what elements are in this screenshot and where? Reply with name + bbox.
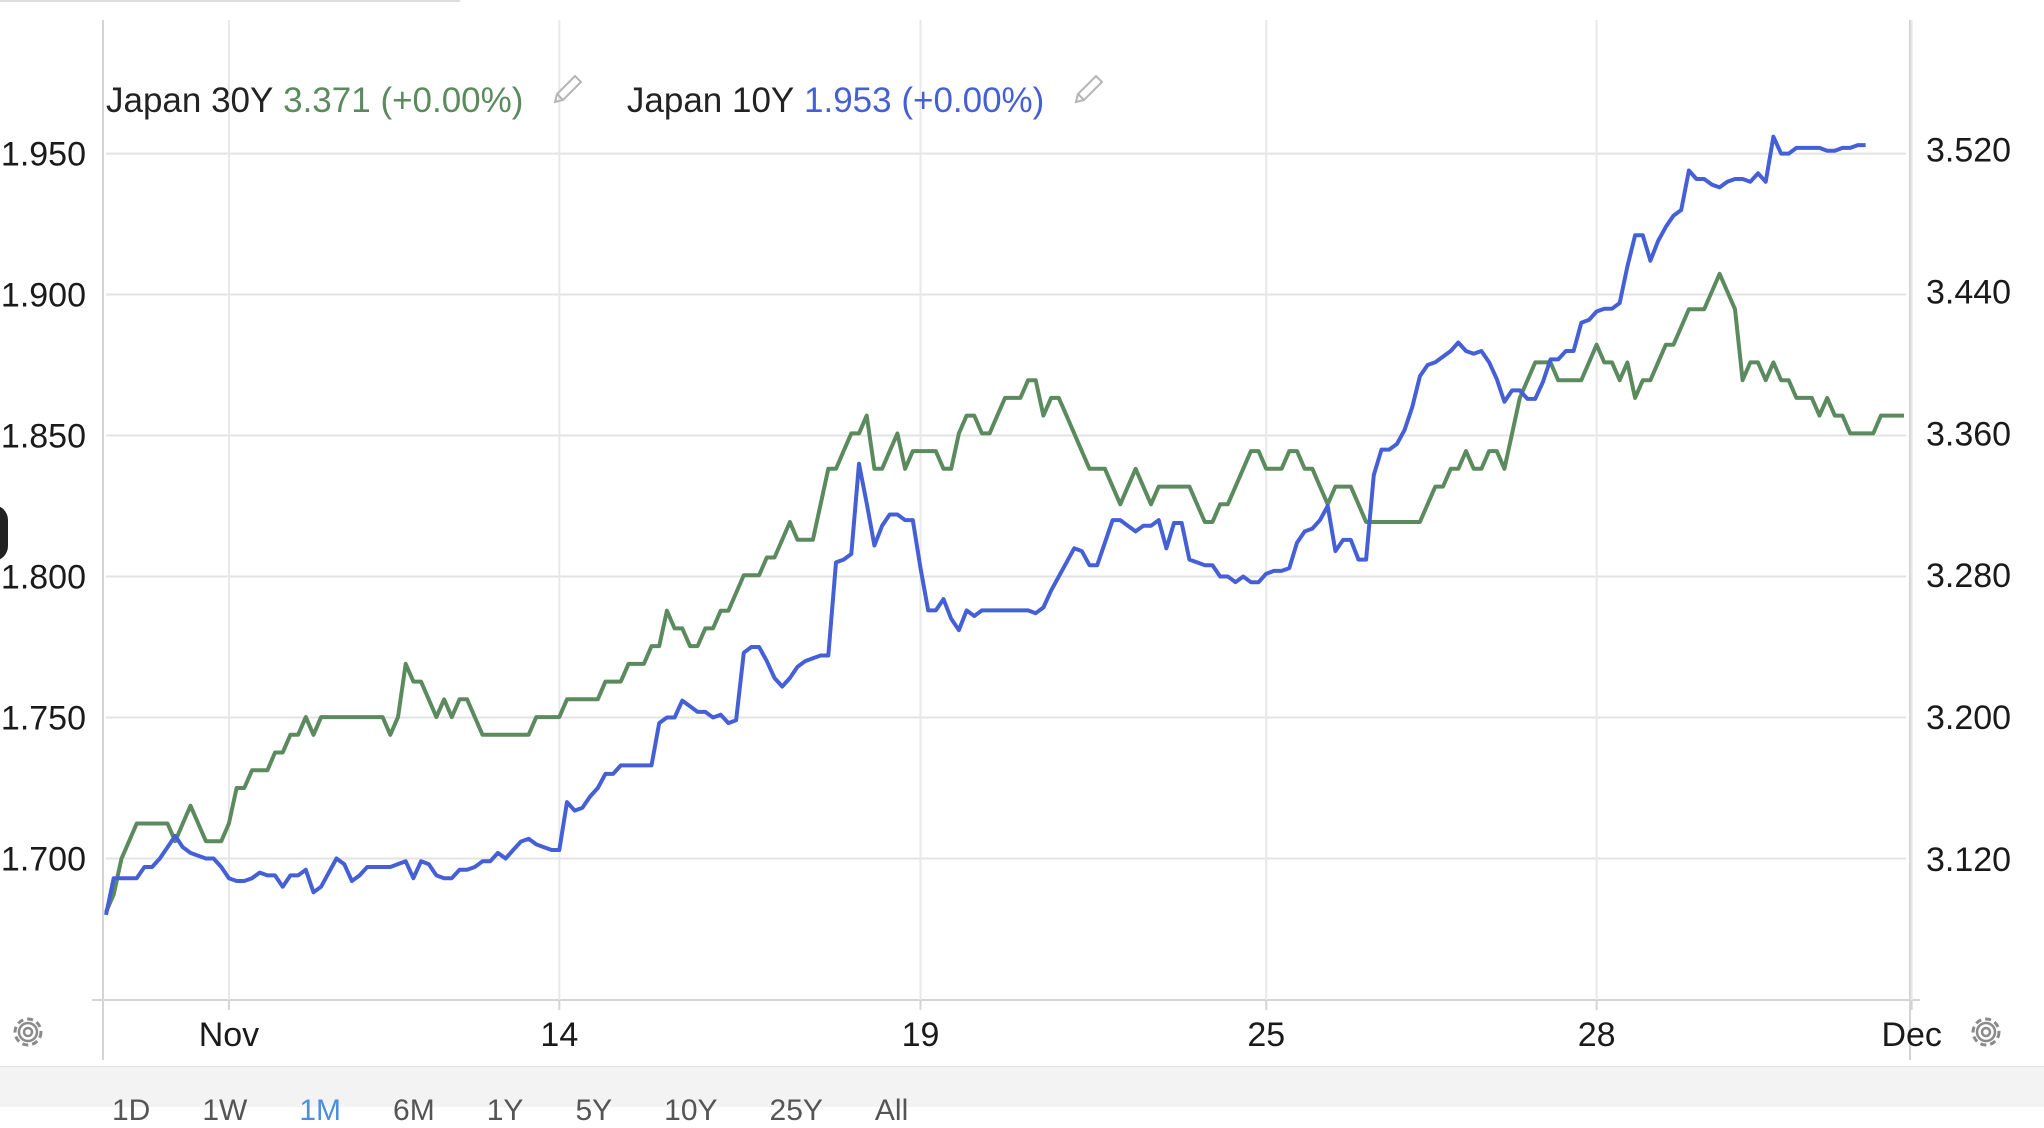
left-tick-label: 1.950 <box>1 136 86 174</box>
left-tick-label: 1.900 <box>1 277 86 315</box>
range-button-1w[interactable]: 1W <box>202 1094 248 1127</box>
gear-icon[interactable] <box>6 1010 50 1054</box>
x-axis-labels: Nov14192528Dec8 <box>199 1016 1942 1054</box>
grid <box>92 20 1920 1060</box>
x-tick-label: Nov <box>199 1016 259 1054</box>
right-tick-label: 3.440 <box>1926 274 2011 312</box>
range-toolbar <box>0 1066 2044 1107</box>
range-button-1d[interactable]: 1D <box>112 1094 151 1127</box>
x-tick-label: Dec <box>1881 1016 1941 1054</box>
x-tick-label: 25 <box>1247 1016 1285 1054</box>
range-button-25y[interactable]: 25Y <box>769 1094 823 1127</box>
range-button-1y[interactable]: 1Y <box>486 1094 524 1127</box>
x-tick-label: 14 <box>540 1016 578 1054</box>
edit-pencil-icon[interactable] <box>547 70 587 110</box>
edit-pencil-icon[interactable] <box>1068 70 1108 110</box>
range-button-1m[interactable]: 1M <box>299 1094 342 1127</box>
right-tick-label: 3.200 <box>1926 699 2011 737</box>
x-tick-label: 19 <box>902 1016 940 1054</box>
range-button-5y[interactable]: 5Y <box>575 1094 613 1127</box>
legend-change-10y: (+0.00%) <box>901 80 1045 120</box>
top-divider <box>0 0 460 2</box>
left-tick-label: 1.700 <box>1 840 86 878</box>
right-tick-label: 3.120 <box>1926 841 2011 879</box>
range-button-6m[interactable]: 6M <box>393 1094 435 1127</box>
series-line-japan-10y <box>104 134 1866 916</box>
range-button-10y[interactable]: 10Y <box>664 1094 718 1127</box>
legend-name-30y: Japan 30Y <box>106 80 274 120</box>
gear-icon[interactable] <box>1964 1010 2008 1054</box>
range-buttons: 1D 1W 1M 6M 1Y 5Y 10Y 25Y All <box>112 1094 960 1128</box>
right-axis-labels: 3.120 3.200 3.280 3.360 3.440 3.520 <box>1926 132 2011 879</box>
x-tick-label: 28 <box>1578 1016 1616 1054</box>
legend-change-30y: (+0.00%) <box>380 80 524 120</box>
series-lines <box>104 134 1904 916</box>
range-button-all[interactable]: All <box>874 1094 909 1127</box>
legend: Japan 30Y 3.371 (+0.00%) Japan 10Y 1.953… <box>106 70 1138 121</box>
right-tick-label: 3.520 <box>1926 132 2011 170</box>
left-axis-labels: 1.700 1.750 1.800 1.850 1.900 1.950 <box>1 136 86 879</box>
scroll-handle[interactable] <box>0 505 8 561</box>
left-tick-label: 1.800 <box>1 559 86 597</box>
legend-name-10y: Japan 10Y <box>626 80 795 120</box>
right-tick-label: 3.280 <box>1926 557 2011 595</box>
series-line-japan-30y <box>104 271 1904 913</box>
left-tick-label: 1.850 <box>1 418 86 456</box>
legend-value-10y: 1.953 <box>804 80 892 120</box>
right-tick-label: 3.360 <box>1926 415 2011 453</box>
legend-value-30y: 3.371 <box>283 80 371 120</box>
left-tick-label: 1.750 <box>1 700 86 738</box>
